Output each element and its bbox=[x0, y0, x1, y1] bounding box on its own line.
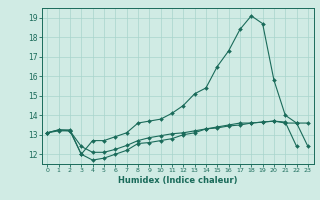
X-axis label: Humidex (Indice chaleur): Humidex (Indice chaleur) bbox=[118, 176, 237, 185]
